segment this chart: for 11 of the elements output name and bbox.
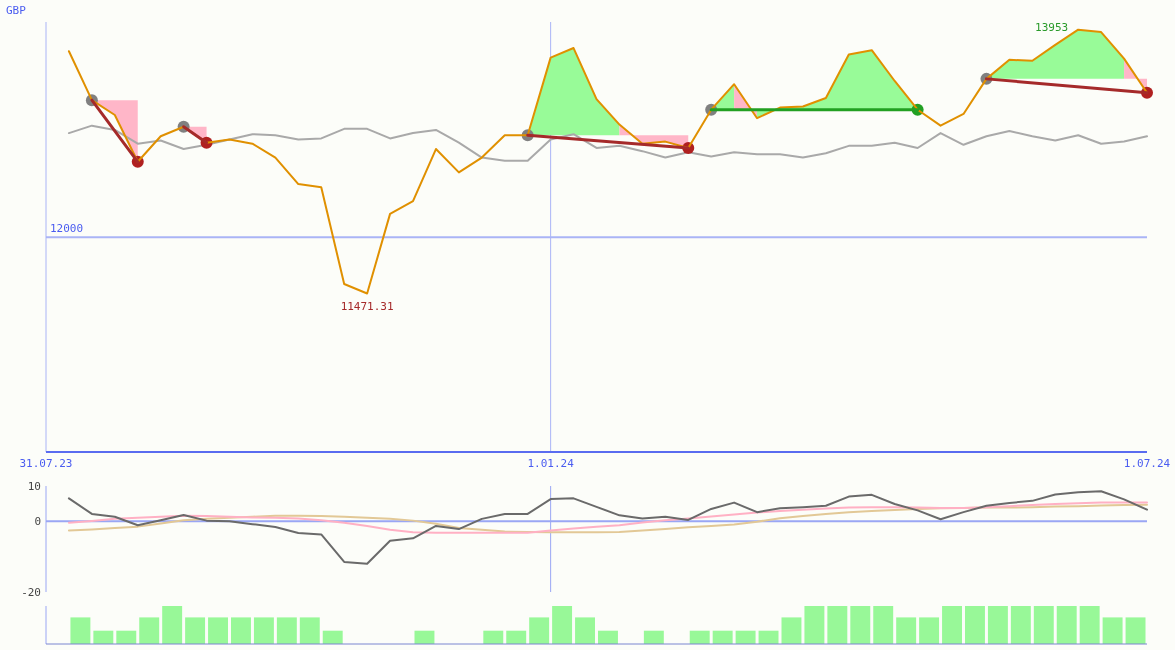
line-series: [67, 490, 1148, 565]
y-tick-label: 10: [27, 479, 41, 493]
ref-line-label: 12000: [50, 222, 84, 236]
data-label: 13953: [1035, 20, 1069, 34]
x-tick-label: 31.07.23: [19, 457, 73, 470]
y-axis-title: GBP: [6, 4, 27, 17]
data-label: 11471.31: [340, 300, 394, 314]
x-tick-label: 1.01.24: [527, 457, 575, 470]
x-tick-label: 1.07.24: [1123, 457, 1171, 470]
y-tick-label: 0: [34, 515, 41, 529]
y-tick-label: -20: [21, 585, 41, 599]
